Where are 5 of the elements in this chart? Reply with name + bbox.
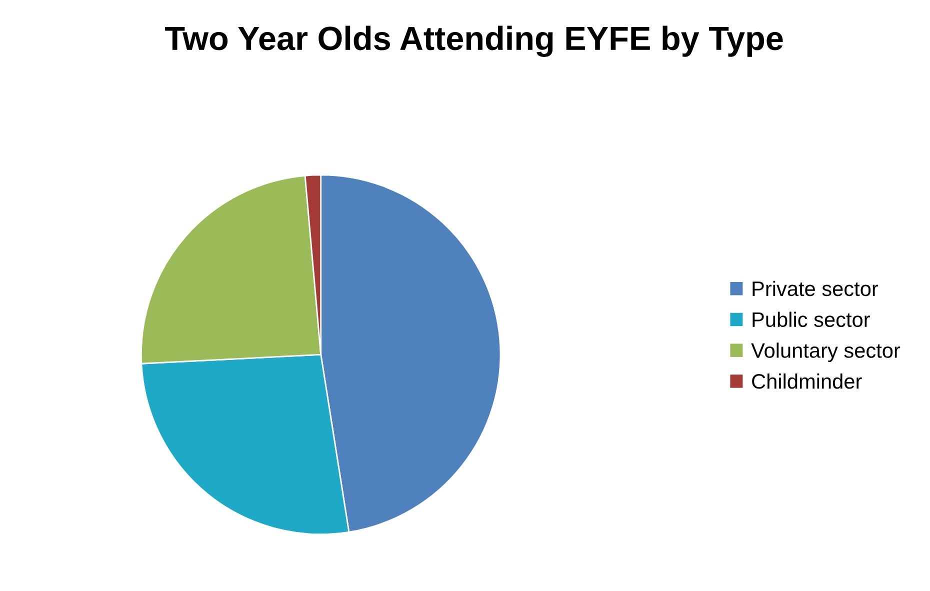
- legend-label: Childminder: [752, 373, 862, 389]
- chart-title: Two Year Olds Attending EYFE by Type: [165, 26, 783, 57]
- legend-label: Public sector: [752, 312, 870, 328]
- legend-label: Private sector: [752, 280, 878, 296]
- legend-label: Voluntary sector: [751, 342, 900, 362]
